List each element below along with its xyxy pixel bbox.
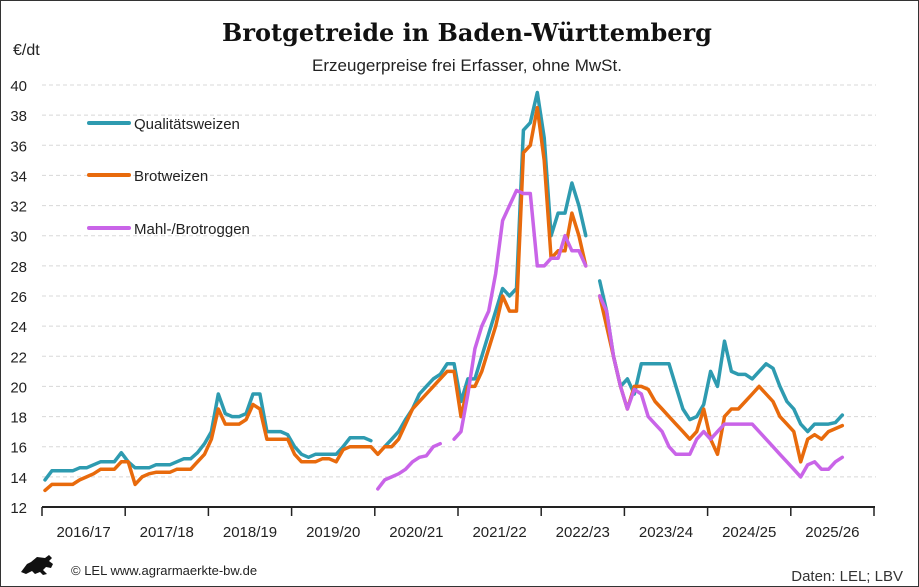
y-tick-label: 22: [10, 349, 27, 366]
y-tick-label: 30: [10, 229, 27, 246]
y-tick-label: 28: [10, 259, 27, 276]
legend-label: Brotweizen: [134, 168, 208, 185]
y-tick-label: 20: [10, 379, 27, 396]
y-tick-label: 24: [10, 319, 27, 336]
y-tick-label: 14: [10, 470, 27, 487]
y-tick-label: 40: [10, 78, 27, 95]
y-tick-label: 12: [10, 500, 27, 517]
legend-label: Qualitätsweizen: [134, 116, 240, 133]
series-line-0: [43, 90, 845, 482]
chart-subtitle: Erzeugerpreise frei Erfasser, ohne MwSt.: [312, 56, 622, 75]
y-tick-label: 34: [10, 168, 27, 185]
x-tick-label: 2021/22: [472, 524, 526, 541]
legend-label: Mahl-/Brotroggen: [134, 221, 250, 238]
y-tick-label: 32: [10, 199, 27, 216]
chart-title: Brotgetreide in Baden-Württemberg: [222, 18, 712, 47]
copyright-credit: © LEL www.agrarmaerkte-bw.de: [71, 563, 257, 578]
series-line-1: [43, 105, 845, 493]
y-tick-label: 36: [10, 138, 27, 155]
series-line-2: [376, 188, 845, 491]
x-tick-label: 2023/24: [639, 524, 693, 541]
y-tick-label: 26: [10, 289, 27, 306]
y-axis-unit: €/dt: [13, 42, 40, 59]
y-tick-label: 16: [10, 440, 27, 457]
x-tick-label: 2017/18: [140, 524, 194, 541]
x-tick-label: 2022/23: [556, 524, 610, 541]
data-source: Daten: LEL; LBV: [791, 568, 903, 585]
x-tick-label: 2016/17: [56, 524, 110, 541]
x-tick-label: 2024/25: [722, 524, 776, 541]
x-tick-label: 2025/26: [805, 524, 859, 541]
x-tick-label: 2019/20: [306, 524, 360, 541]
x-tick-label: 2018/19: [223, 524, 277, 541]
x-tick-label: 2020/21: [389, 524, 443, 541]
y-tick-label: 38: [10, 108, 27, 125]
lel-logo: [21, 555, 53, 575]
y-tick-label: 18: [10, 410, 27, 427]
